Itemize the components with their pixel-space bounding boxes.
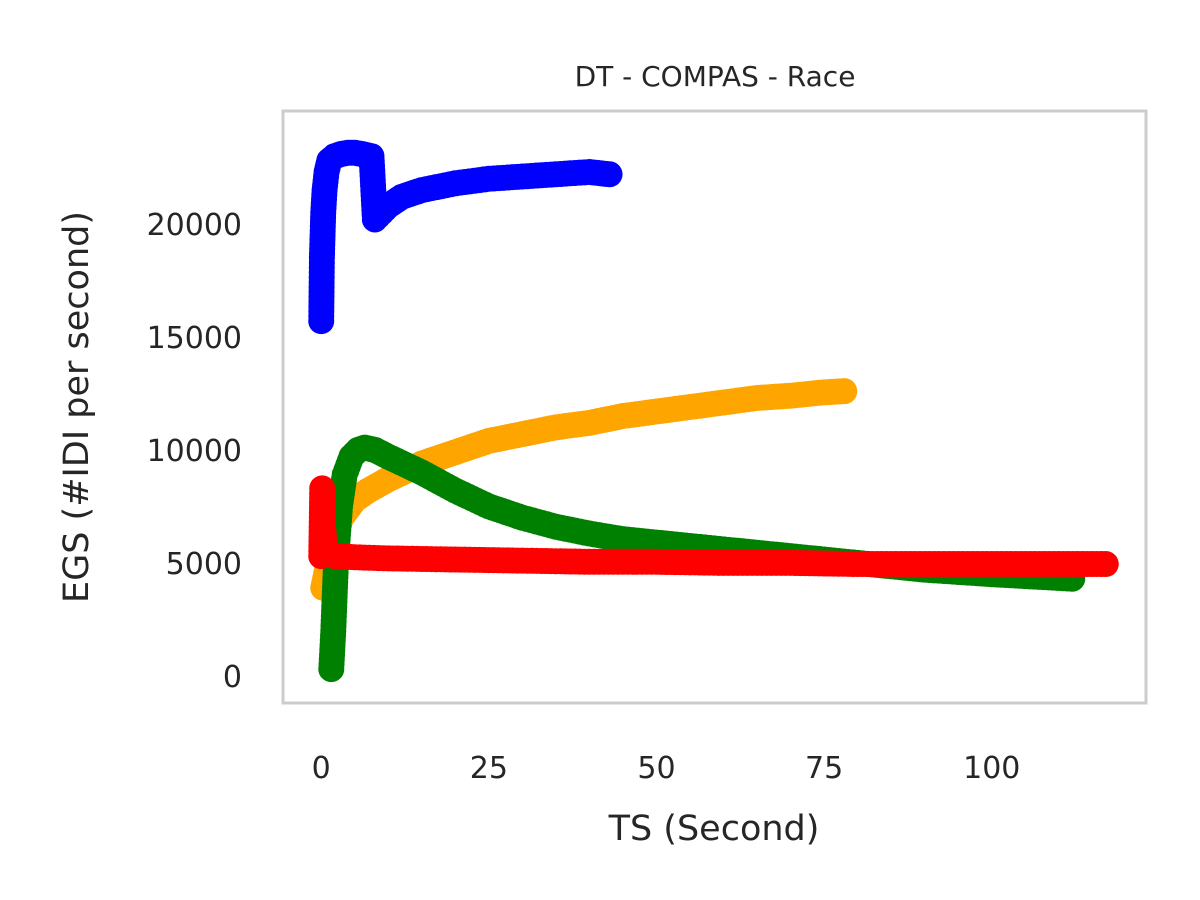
x-tick-label: 0 bbox=[312, 751, 331, 786]
data-point bbox=[1092, 551, 1119, 578]
y-axis-label: EGS (#IDI per second) bbox=[57, 211, 97, 603]
y-tick-label: 5000 bbox=[166, 547, 242, 582]
data-point bbox=[831, 378, 858, 405]
y-tick-label: 10000 bbox=[147, 434, 242, 469]
y-tick-label: 20000 bbox=[147, 208, 242, 243]
y-tick-labels: 0 5000 10000 15000 20000 bbox=[147, 208, 242, 695]
x-tick-label: 75 bbox=[805, 751, 843, 786]
chart-title: DT - COMPAS - Race bbox=[575, 60, 856, 93]
series-0 bbox=[308, 139, 623, 335]
y-tick-label: 15000 bbox=[147, 321, 242, 356]
x-tick-label: 100 bbox=[963, 751, 1020, 786]
data-point bbox=[596, 161, 623, 188]
x-axis-label: TS (Second) bbox=[608, 809, 820, 849]
plot-frame bbox=[281, 109, 1148, 705]
x-tick-labels: 0 25 50 75 100 bbox=[312, 751, 1021, 786]
x-tick-label: 25 bbox=[470, 751, 508, 786]
y-tick-label: 0 bbox=[223, 660, 242, 695]
series-layer bbox=[308, 139, 1119, 683]
x-tick-label: 50 bbox=[637, 751, 675, 786]
series-3 bbox=[308, 475, 1119, 578]
